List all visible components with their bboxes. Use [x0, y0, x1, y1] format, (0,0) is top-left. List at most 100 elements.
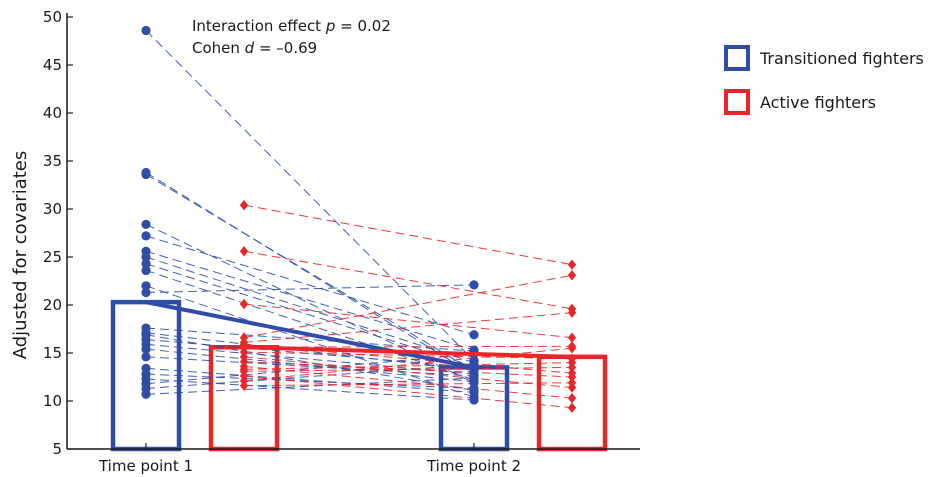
cohen-annotation-var: d	[245, 39, 255, 57]
pair-line-transitioned-9	[145, 285, 475, 398]
point-transitioned-tp2-22	[469, 369, 479, 379]
y-tick-label-25: 25	[43, 248, 62, 266]
pair-line-transitioned-17	[145, 373, 475, 390]
pair-line-active-15	[243, 362, 573, 370]
point-transitioned-tp1-6	[141, 252, 151, 262]
point-active-tp2-0	[567, 259, 577, 270]
pair-line-transitioned-10	[145, 284, 475, 294]
interaction-annotation-value: = 0.02	[335, 17, 391, 35]
pair-line-active-11	[243, 375, 573, 409]
y-tick-label-35: 35	[43, 152, 62, 170]
y-tick-label-5: 5	[52, 440, 62, 458]
pair-line-transitioned-11	[145, 327, 475, 352]
point-transitioned-tp1-22	[141, 339, 151, 349]
point-active-tp1-2	[239, 298, 249, 310]
point-transitioned-tp1-23	[141, 330, 151, 340]
y-axis-title: Adjusted for covariates	[10, 151, 31, 360]
point-transitioned-tp2-10	[469, 280, 479, 290]
point-transitioned-tp1-2	[141, 169, 151, 180]
pair-line-transitioned-8	[145, 269, 475, 381]
pair-line-transitioned-18	[145, 378, 475, 401]
point-active-tp1-15	[239, 364, 249, 375]
point-transitioned-tp2-23	[469, 385, 479, 396]
y-tick-label-10: 10	[43, 392, 62, 410]
y-tick-label-50: 50	[43, 8, 62, 26]
pair-line-transitioned-20	[145, 364, 475, 390]
pair-line-transitioned-16	[145, 367, 475, 393]
point-transitioned-tp1-7	[141, 259, 151, 269]
interaction-annotation: Interaction effect p = 0.02	[192, 17, 391, 35]
point-active-tp2-13	[567, 377, 577, 388]
y-tick-label-15: 15	[43, 344, 62, 362]
point-transitioned-tp1-15	[141, 352, 151, 362]
point-transitioned-tp1-21	[141, 389, 151, 399]
pair-line-active-6	[243, 351, 573, 360]
point-transitioned-tp1-10	[141, 287, 151, 298]
legend-swatch-transitioned	[724, 45, 750, 71]
pair-line-active-5	[243, 345, 573, 348]
y-tick-label-30: 30	[43, 200, 62, 218]
pair-line-transitioned-0	[145, 30, 475, 362]
point-transitioned-tp1-3	[141, 219, 151, 229]
cohen-annotation-value: = –0.69	[254, 39, 317, 57]
point-active-tp2-12	[567, 343, 577, 354]
pair-line-transitioned-4	[145, 235, 475, 336]
pair-line-active-9	[243, 365, 573, 399]
y-tick-label-20: 20	[43, 296, 62, 314]
cohen-annotation-prefix: Cohen	[192, 39, 245, 57]
pair-line-transitioned-14	[145, 348, 475, 383]
legend-swatch-active	[724, 89, 750, 115]
point-active-tp1-0	[239, 199, 249, 211]
point-transitioned-tp1-8	[141, 265, 151, 276]
legend: Transitioned fighters Active fighters	[724, 44, 924, 132]
y-tick-label-40: 40	[43, 104, 62, 122]
point-transitioned-tp1-4	[141, 231, 151, 241]
pair-line-transitioned-7	[145, 263, 475, 367]
point-transitioned-tp1-9	[141, 281, 151, 291]
point-active-tp2-11	[567, 402, 577, 413]
legend-item-transitioned: Transitioned fighters	[724, 44, 924, 72]
legend-label-active: Active fighters	[760, 92, 876, 112]
x-tick-label-2: Time point 2	[426, 457, 521, 475]
pair-line-active-7	[243, 356, 573, 389]
pair-line-transitioned-1	[145, 172, 475, 376]
y-tick-label-45: 45	[43, 56, 62, 74]
legend-label-transitioned: Transitioned fighters	[760, 48, 924, 68]
pair-line-transitioned-2	[145, 174, 475, 372]
pair-line-active-2	[243, 303, 573, 339]
pair-line-transitioned-15	[145, 356, 475, 377]
point-active-tp1-13	[239, 380, 249, 391]
pair-line-transitioned-5	[145, 250, 475, 351]
pair-line-active-14	[243, 343, 573, 374]
legend-item-active: Active fighters	[724, 88, 924, 116]
pair-line-active-4	[243, 312, 573, 343]
pair-line-transitioned-19	[145, 353, 475, 385]
pair-line-transitioned-6	[145, 256, 475, 364]
mean-line-active	[243, 345, 573, 359]
point-active-tp2-2	[567, 332, 577, 343]
x-tick-label-1: Time point 1	[98, 457, 193, 475]
pair-line-active-0	[243, 204, 573, 266]
point-active-tp2-3	[567, 270, 577, 281]
mean-lines-layer	[145, 300, 573, 370]
point-active-tp1-1	[239, 246, 249, 257]
axes-layer: 5 10 15 20 25 30 35 40 45 50 Time point 1 Time poin…	[43, 8, 640, 475]
interaction-annotation-var: p	[325, 17, 336, 35]
mean-line-transitioned	[145, 300, 475, 370]
pair-lines-layer	[145, 30, 573, 409]
pair-line-active-3	[243, 274, 573, 339]
point-active-tp2-9	[567, 392, 577, 404]
pair-line-active-1	[243, 250, 573, 310]
pair-line-transitioned-13	[145, 339, 475, 368]
point-transitioned-tp2-18	[469, 395, 479, 405]
point-active-tp2-15	[567, 357, 577, 368]
interaction-annotation-prefix: Interaction effect	[192, 17, 326, 35]
pair-line-active-8	[243, 361, 573, 378]
point-transitioned-tp1-0	[141, 25, 151, 36]
point-transitioned-tp2-4	[469, 330, 479, 340]
pair-line-transitioned-3	[145, 223, 475, 384]
pair-line-transitioned-21	[145, 377, 475, 395]
point-active-tp2-4	[567, 307, 577, 318]
cohen-annotation: Cohen d = –0.69	[192, 39, 317, 57]
